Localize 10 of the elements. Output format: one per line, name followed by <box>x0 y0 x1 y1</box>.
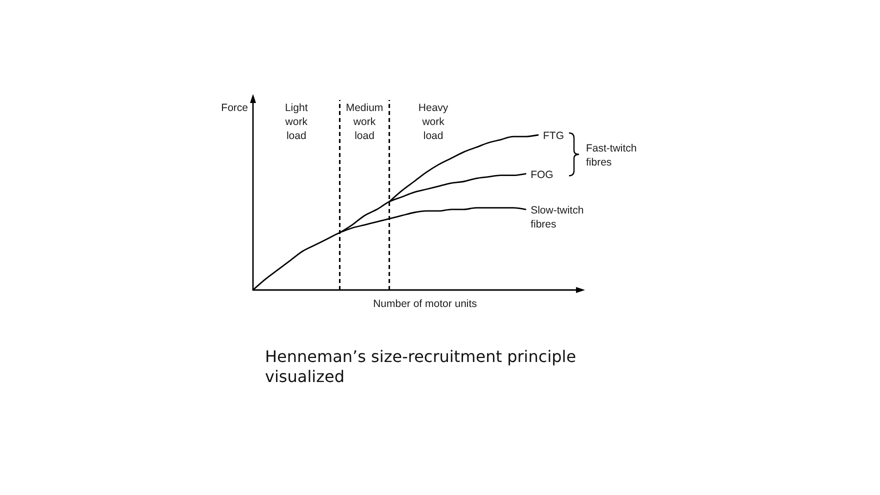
text: Fast-twitch fibres <box>586 142 637 168</box>
y-axis-title: Force <box>221 102 248 114</box>
text: Henneman’s size-recruitment principle visualized <box>265 347 576 386</box>
series-label: FTG <box>543 130 564 142</box>
x-axis-title: Number of motor units <box>373 298 477 310</box>
series-label: Slow-twitch fibres <box>530 204 584 230</box>
annotation: Heavy work load <box>418 102 449 142</box>
annotation: Light work load <box>284 102 308 142</box>
annotation: Medium work load <box>346 102 384 142</box>
series-label: FOG <box>530 168 554 181</box>
